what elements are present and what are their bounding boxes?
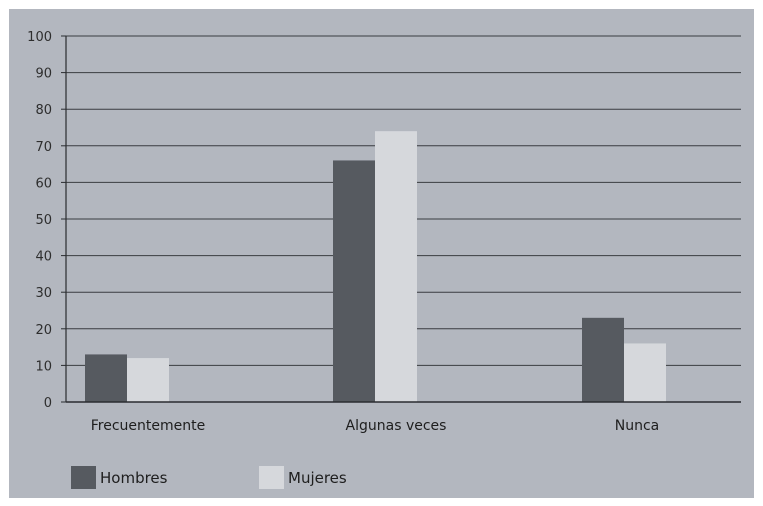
bar-mujeres-0 xyxy=(127,358,169,402)
x-category-label: Algunas veces xyxy=(346,418,447,434)
y-axis-ticks: 0 10 20 30 40 50 60 70 80 90 100 xyxy=(27,30,52,411)
x-category-label: Frecuentemente xyxy=(91,418,205,434)
legend: Hombres Mujeres xyxy=(71,466,347,489)
x-category-label: Nunca xyxy=(615,418,660,434)
y-tick-label: 90 xyxy=(35,67,52,82)
axes xyxy=(61,35,741,403)
y-tick-label: 0 xyxy=(44,396,52,411)
bar-mujeres-1 xyxy=(375,131,417,402)
y-tick-label: 100 xyxy=(27,30,52,45)
y-tick-label: 70 xyxy=(35,140,52,155)
y-tick-label: 80 xyxy=(35,103,52,118)
y-tick-label: 30 xyxy=(35,286,52,301)
y-tick-label: 10 xyxy=(35,359,52,374)
bar-chart: 0 10 20 30 40 50 60 70 80 90 100 Frecuentemente Alg… xyxy=(27,30,741,489)
bars xyxy=(85,131,666,402)
bar-hombres-1 xyxy=(333,160,375,402)
legend-label-mujeres: Mujeres xyxy=(288,469,347,487)
x-axis-categories: Frecuentemente Algunas veces Nunca xyxy=(91,418,659,434)
bar-hombres-0 xyxy=(85,354,127,402)
chart-panel: 0 10 20 30 40 50 60 70 80 90 100 Frecuentemente Alg… xyxy=(9,9,754,498)
legend-swatch-mujeres xyxy=(259,466,284,489)
y-tick-label: 20 xyxy=(35,323,52,338)
legend-swatch-hombres xyxy=(71,466,96,489)
y-tick-label: 50 xyxy=(35,213,52,228)
y-tick-label: 60 xyxy=(35,176,52,191)
y-tick-label: 40 xyxy=(35,250,52,265)
bar-mujeres-2 xyxy=(624,343,666,402)
legend-label-hombres: Hombres xyxy=(100,469,168,487)
bar-hombres-2 xyxy=(582,317,624,402)
